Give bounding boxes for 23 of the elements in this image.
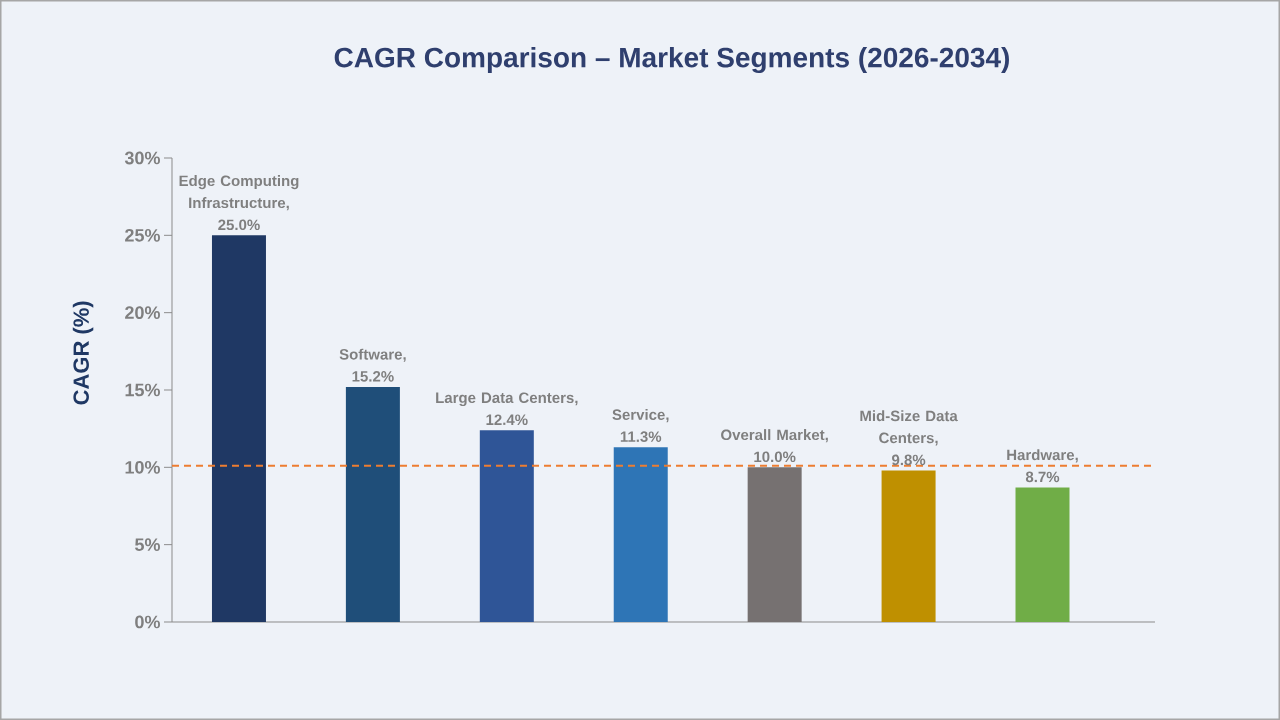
y-axis-title: CAGR (%) [72,301,94,405]
data-label: Service, 11.3% [612,408,669,443]
y-tick-label: 30% [124,151,160,165]
data-label: Overall Market, 10.0% [721,429,828,463]
data-label: Software, 15.2% [339,348,406,382]
bar [345,386,400,622]
y-tick-label: 5% [135,538,160,551]
y-tick-label: 20% [125,306,160,320]
data-label: Edge Computing Infrastructure, 25.0% [179,175,299,231]
bar [881,470,936,622]
y-tick-label: 0% [135,615,160,629]
chart-title: CAGR Comparison – Market Segments (2026-2034) [334,46,1009,74]
y-tick-label: 25% [125,228,160,242]
y-tick-label: 10% [125,460,160,474]
y-tick-label: 15% [125,383,160,397]
bar [747,467,802,622]
data-label: Large Data Centers, 12.4% [436,392,578,425]
bar [613,447,668,622]
bar [211,235,266,622]
bar [1015,487,1070,622]
data-label: Hardware, 8.7% [1007,449,1078,483]
data-label: Mid-Size Data Centers, 9.8% [860,410,958,466]
bar [479,430,534,622]
